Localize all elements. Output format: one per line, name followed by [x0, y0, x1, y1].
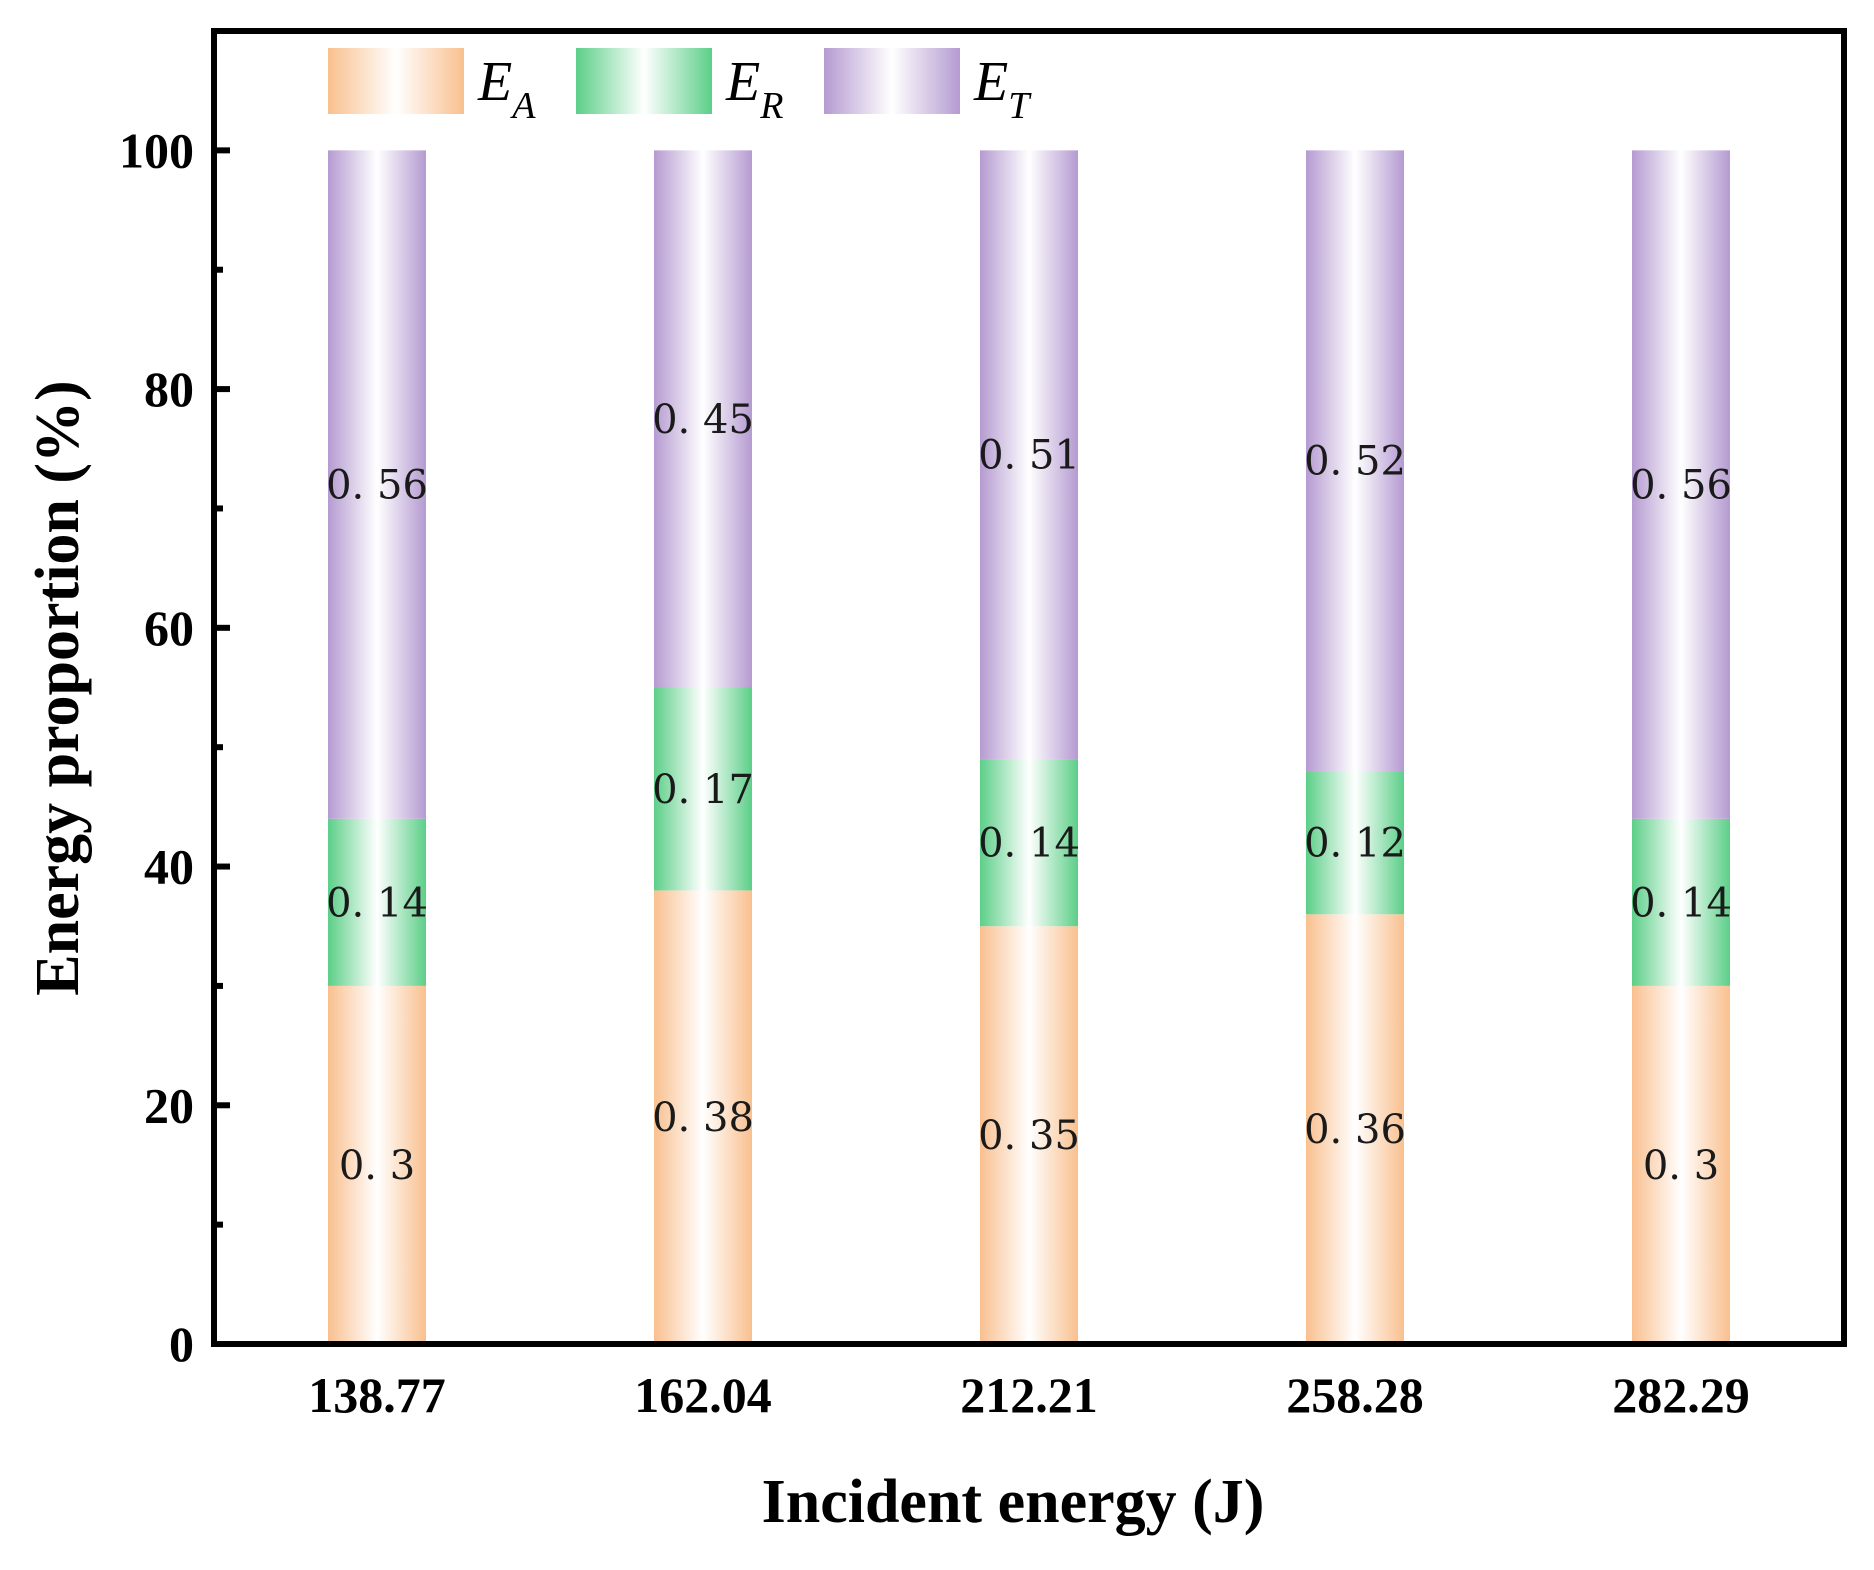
axis-layer: 0 20 40 60 80 100 138.77 162.04 212.21 258.28 282.…: [119, 28, 1847, 1423]
plot-frame: [211, 28, 1847, 1347]
data-label-e-a-4: 0. 3: [1643, 1143, 1719, 1189]
legend-label-e-a: EA: [477, 51, 536, 127]
legend: EA ER ET: [328, 48, 1032, 127]
legend-swatch-e-r: [576, 48, 712, 114]
bar-e-t-3: [1306, 150, 1404, 772]
y-tick-label-80: 80: [144, 361, 194, 417]
data-label-e-a-2: 0. 35: [978, 1113, 1080, 1159]
data-label-e-a-0: 0. 3: [339, 1143, 415, 1189]
data-label-e-t-2: 0. 51: [978, 433, 1080, 479]
y-axis-title: Energy proportion (%): [24, 380, 92, 995]
y-tick-label-60: 60: [144, 600, 194, 656]
data-label-e-t-0: 0. 56: [326, 463, 428, 509]
bar-e-r-2: [980, 759, 1078, 927]
x-tick-label-1: 162.04: [634, 1367, 772, 1423]
bar-e-a-4: [1632, 985, 1730, 1344]
data-label-e-r-0: 0. 14: [326, 880, 428, 926]
x-tick-label-3: 258.28: [1286, 1367, 1424, 1423]
data-label-e-t-3: 0. 52: [1304, 439, 1406, 485]
data-label-e-r-1: 0. 17: [652, 767, 754, 813]
data-labels-layer: 0. 3 0. 14 0. 56 0. 38 0. 17 0. 45 0. 35 0. 14 0…: [326, 397, 1732, 1189]
data-label-e-a-1: 0. 38: [652, 1095, 754, 1141]
x-tick-label-2: 212.21: [960, 1367, 1098, 1423]
bar-e-r-3: [1306, 771, 1404, 915]
legend-swatch-e-a: [328, 48, 464, 114]
x-axis-title: Incident energy (J): [762, 1468, 1265, 1536]
bar-e-t-2: [980, 150, 1078, 760]
data-label-e-r-3: 0. 12: [1304, 821, 1406, 867]
bar-e-a-1: [654, 890, 752, 1344]
bar-e-r-0: [328, 818, 426, 986]
bars-layer: [328, 150, 1730, 1344]
legend-label-e-t: ET: [973, 51, 1032, 127]
bar-e-r-4: [1632, 818, 1730, 986]
x-tick-label-4: 282.29: [1612, 1367, 1750, 1423]
bar-e-t-4: [1632, 150, 1730, 819]
x-tick-label-0: 138.77: [308, 1367, 446, 1423]
legend-swatch-e-t: [824, 48, 960, 114]
data-label-e-r-4: 0. 14: [1630, 880, 1732, 926]
y-tick-label-40: 40: [144, 839, 194, 895]
bar-e-t-1: [654, 150, 752, 688]
data-label-e-t-4: 0. 56: [1630, 463, 1732, 509]
legend-label-e-r: ER: [725, 51, 783, 127]
bar-e-r-1: [654, 687, 752, 891]
y-tick-label-0: 0: [169, 1316, 194, 1372]
data-label-e-a-3: 0. 36: [1304, 1107, 1406, 1153]
bar-e-a-0: [328, 985, 426, 1344]
data-label-e-t-1: 0. 45: [652, 397, 754, 443]
data-label-e-r-2: 0. 14: [978, 821, 1080, 867]
y-tick-label-20: 20: [144, 1077, 194, 1133]
bar-e-a-2: [980, 926, 1078, 1344]
bar-e-a-3: [1306, 914, 1404, 1344]
bar-e-t-0: [328, 150, 426, 819]
y-tick-label-100: 100: [119, 122, 194, 178]
